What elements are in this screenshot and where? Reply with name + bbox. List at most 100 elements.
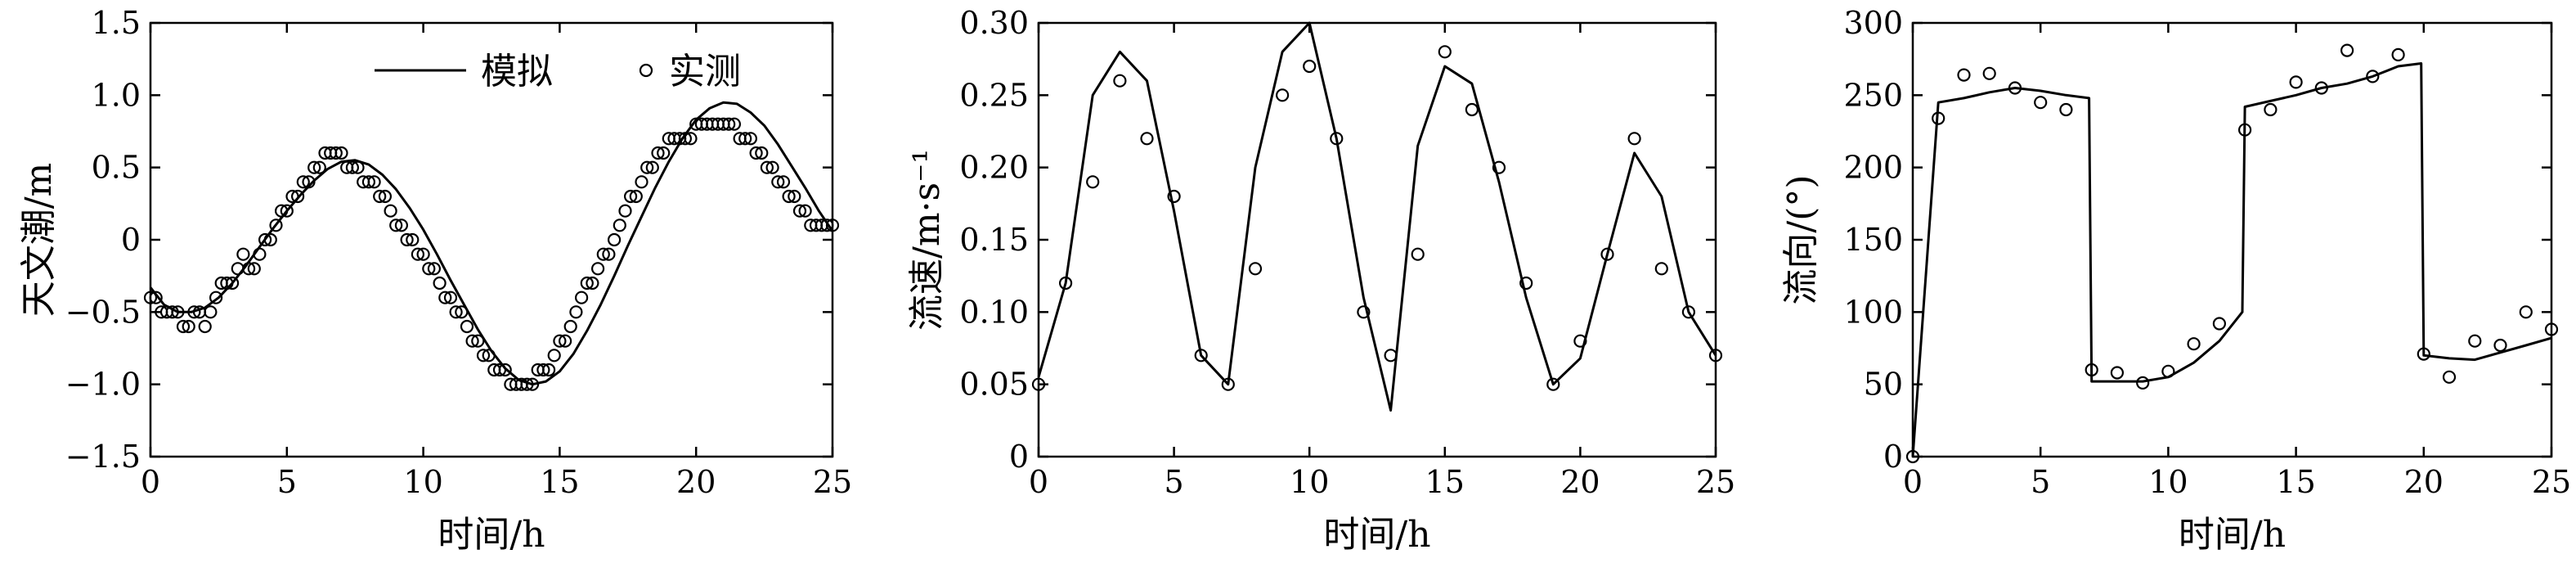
x-tick-label: 25 <box>1696 464 1735 500</box>
data-point-实测 <box>329 146 343 160</box>
data-point-实测 <box>760 160 774 174</box>
data-point-实测 <box>455 305 469 319</box>
data-point-实测 <box>1086 175 1100 189</box>
data-point-实测 <box>312 160 326 174</box>
data-point-实测 <box>498 363 512 377</box>
y-axis-label: 天文潮/m <box>18 163 60 318</box>
data-point-实测 <box>1546 377 1560 391</box>
data-point-实测 <box>2493 338 2507 353</box>
y-tick-label: 0.5 <box>92 150 141 186</box>
x-axis-label: 时间/h <box>438 514 545 556</box>
y-tick-label: 0.25 <box>959 77 1029 113</box>
chart-panel-1: 0 5 10 15 20 25 −1.5 −1.0 −0.5 0 0.5 1.0 1.5 时间/h 天文潮/… <box>18 5 852 556</box>
data-point-实测 <box>765 160 779 174</box>
x-tick-label: 5 <box>2031 464 2050 500</box>
data-point-实测 <box>345 160 359 174</box>
x-tick-label: 20 <box>676 464 716 500</box>
y-tick-label: 0.20 <box>959 150 1029 186</box>
y-tick-label: 150 <box>1843 222 1903 258</box>
data-point-实测 <box>226 276 240 291</box>
data-point-实测 <box>2544 322 2559 336</box>
data-point-实测 <box>1573 334 1587 348</box>
data-point-实测 <box>411 247 424 261</box>
data-point-实测 <box>275 204 289 218</box>
data-point-实测 <box>2110 366 2124 380</box>
series-line-模拟 <box>1911 62 2552 457</box>
data-point-实测 <box>771 175 785 189</box>
data-point-实测 <box>1932 111 1945 125</box>
data-point-实测 <box>1492 160 1506 174</box>
data-point-实测 <box>247 262 261 276</box>
data-point-实测 <box>302 175 316 189</box>
data-point-实测 <box>1357 305 1371 319</box>
data-point-实测 <box>788 189 801 204</box>
x-tick-label: 5 <box>277 464 297 500</box>
y-axis-label: 流向/(°) <box>1780 174 1822 304</box>
data-point-实测 <box>569 305 583 319</box>
data-point-实测 <box>1221 377 1235 391</box>
legend-marker-sample <box>639 63 653 78</box>
data-point-实测 <box>563 319 577 334</box>
data-point-实测 <box>204 305 218 319</box>
data-point-实测 <box>209 291 223 304</box>
data-point-实测 <box>269 218 283 232</box>
y-tick-label: 0 <box>1883 439 1903 475</box>
data-point-实测 <box>476 349 491 363</box>
series-line-模拟 <box>149 101 834 386</box>
data-point-实测 <box>171 305 185 319</box>
data-point-实测 <box>367 175 381 189</box>
data-point-实测 <box>1384 349 1398 363</box>
data-point-实测 <box>2059 102 2073 117</box>
data-point-实测 <box>2289 75 2303 89</box>
data-point-实测 <box>263 232 277 247</box>
data-point-实测 <box>536 363 550 377</box>
data-point-实测 <box>2034 96 2048 110</box>
data-point-实测 <box>792 204 807 218</box>
y-tick-label: 250 <box>1843 77 1903 113</box>
data-point-实测 <box>553 334 567 348</box>
data-point-实测 <box>422 262 436 276</box>
data-point-实测 <box>820 218 834 232</box>
x-axis-label: 时间/h <box>1323 514 1430 556</box>
x-tick-label: 0 <box>1029 464 1048 500</box>
data-point-实测 <box>547 349 561 363</box>
data-point-实测 <box>149 291 163 304</box>
x-tick-label: 10 <box>403 464 442 500</box>
data-point-实测 <box>291 189 305 204</box>
plot-frame <box>1037 21 1717 458</box>
y-tick-label: 0.30 <box>959 5 1029 41</box>
data-point-实测 <box>389 218 403 232</box>
x-tick-label: 10 <box>2148 464 2188 500</box>
y-tick-label: 0.15 <box>959 222 1029 258</box>
data-point-实测 <box>253 247 267 261</box>
legend: 模拟 实测 <box>375 51 741 92</box>
data-point-实测 <box>2161 364 2175 378</box>
data-point-实测 <box>394 218 408 232</box>
data-point-实测 <box>520 377 534 391</box>
data-point-实测 <box>280 204 294 218</box>
y-axis-label: 流速/m·s⁻¹ <box>906 149 948 331</box>
data-point-实测 <box>755 146 769 160</box>
data-point-实测 <box>657 146 671 160</box>
data-point-实测 <box>1465 102 1479 117</box>
data-point-实测 <box>258 232 272 247</box>
data-point-实测 <box>1194 349 1208 363</box>
x-tick-label: 0 <box>141 464 160 500</box>
data-point-实测 <box>1113 74 1127 88</box>
data-point-实测 <box>242 262 256 276</box>
data-point-实测 <box>586 276 599 291</box>
data-point-实测 <box>2519 305 2533 319</box>
data-point-实测 <box>1708 349 1723 363</box>
data-point-实测 <box>541 363 556 377</box>
data-point-实测 <box>471 334 485 348</box>
data-point-实测 <box>684 132 698 146</box>
data-point-实测 <box>1627 132 1641 146</box>
data-point-实测 <box>2340 43 2354 57</box>
x-tick-label: 20 <box>2404 464 2444 500</box>
data-point-实测 <box>722 117 736 131</box>
x-tick-label: 25 <box>2532 464 2571 500</box>
data-point-实测 <box>482 349 496 363</box>
data-point-实测 <box>613 218 626 232</box>
data-point-实测 <box>1519 276 1533 291</box>
